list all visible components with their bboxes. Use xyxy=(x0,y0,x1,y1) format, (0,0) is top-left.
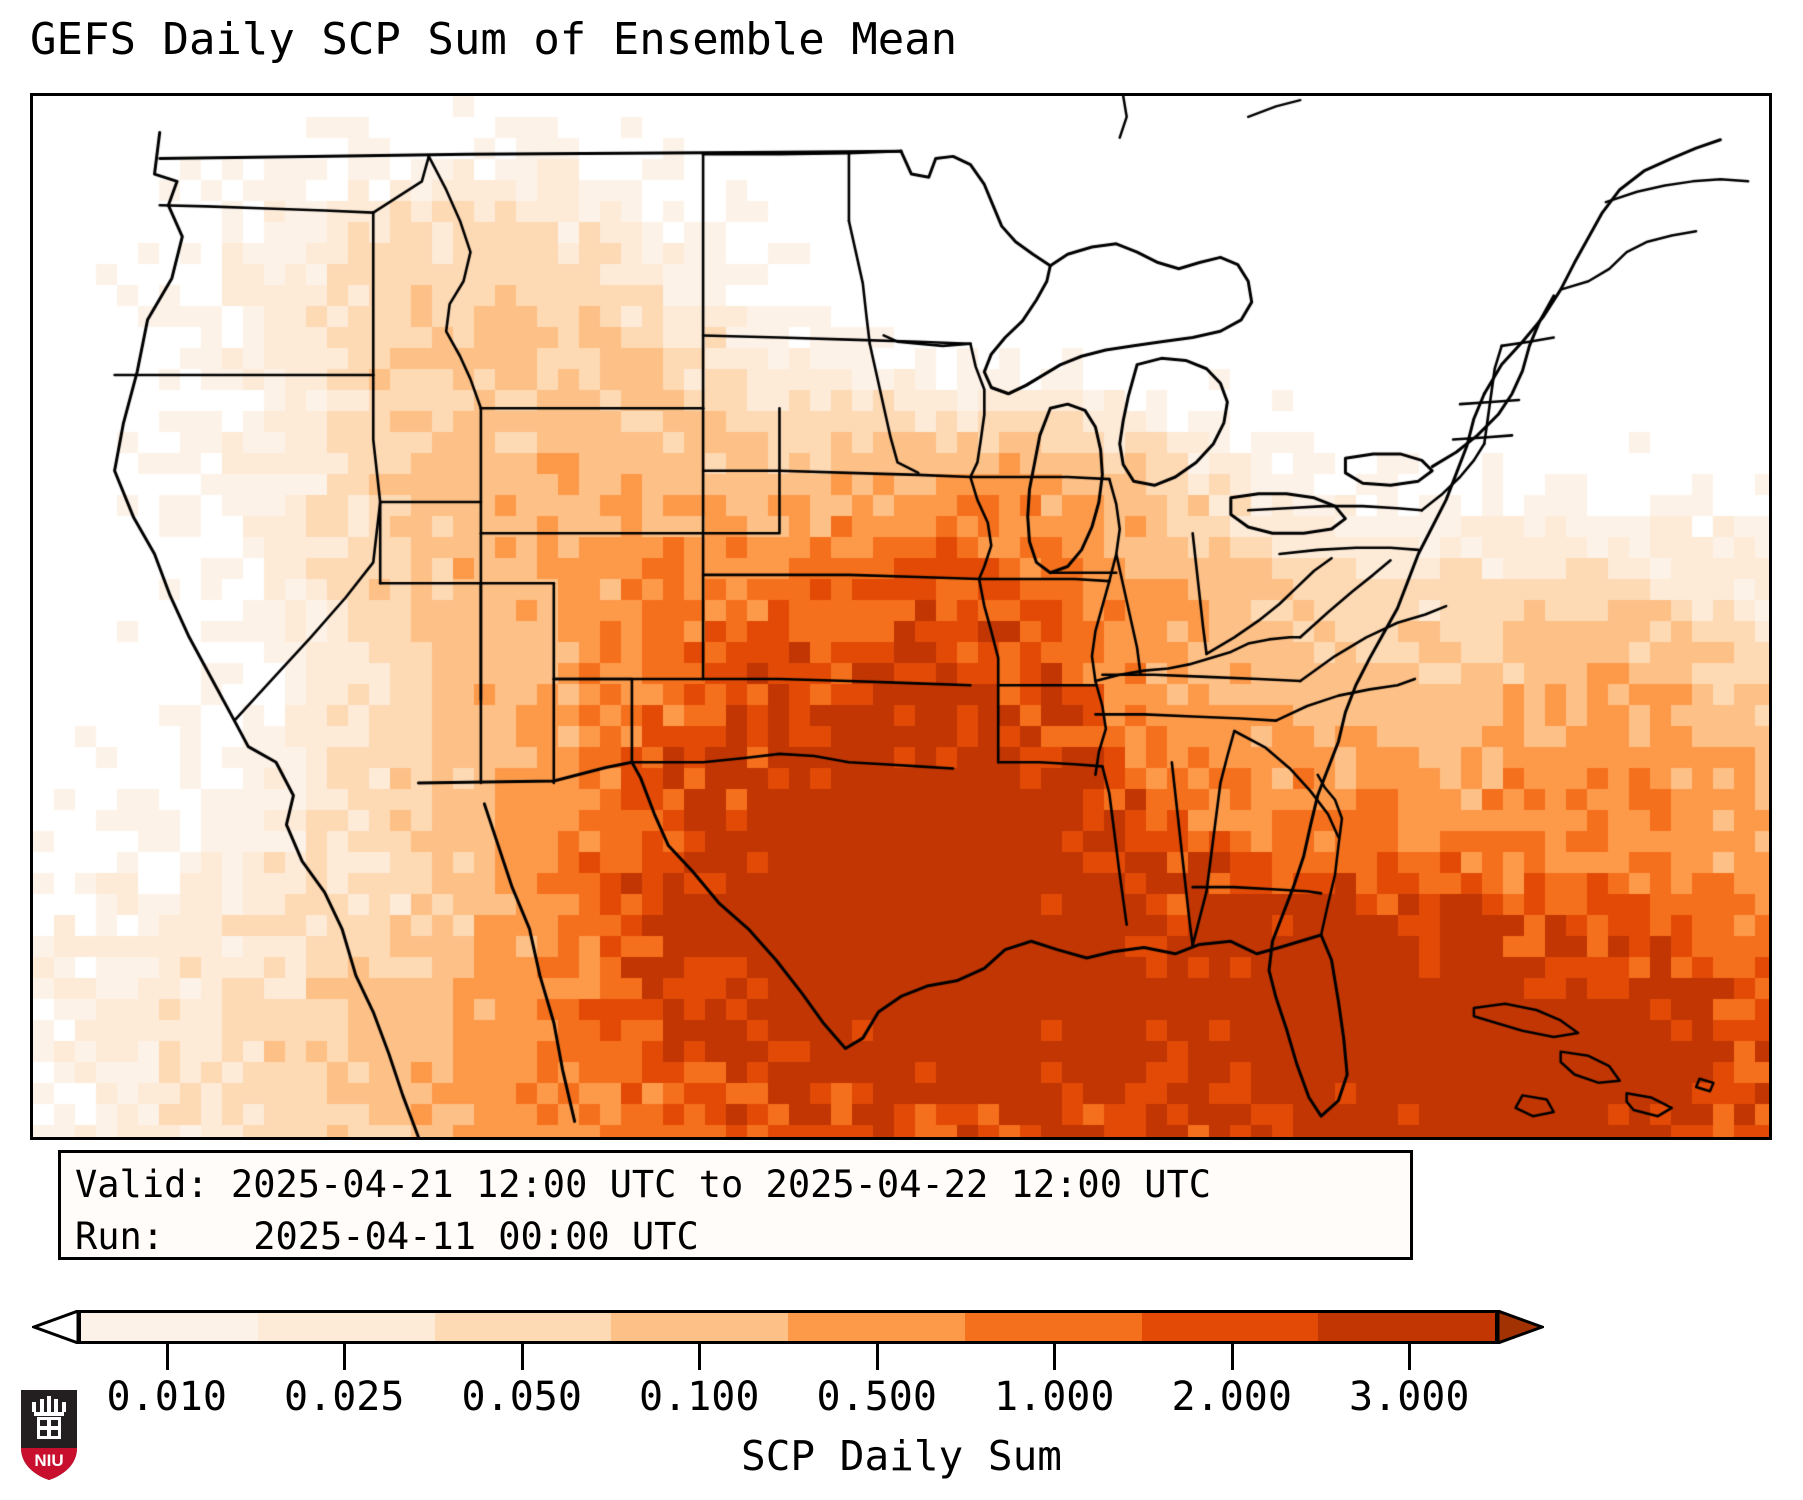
colorbar-segment-1 xyxy=(257,1313,435,1341)
colorbar-tick-5 xyxy=(1053,1344,1057,1370)
colorbar-tick-2 xyxy=(520,1344,524,1370)
colorbar-segment-5 xyxy=(964,1313,1142,1341)
colorbar-axis-label: SCP Daily Sum xyxy=(741,1432,1062,1480)
colorbar-segment-0 xyxy=(81,1313,258,1341)
colorbar-segment-6 xyxy=(1141,1313,1319,1341)
colorbar-extend-right-icon xyxy=(1498,1310,1544,1344)
colorbar-segment-4 xyxy=(788,1313,965,1341)
valid-time-text: Valid: 2025-04-21 12:00 UTC to 2025-04-2… xyxy=(75,1163,1212,1206)
colorbar-tick-7 xyxy=(1408,1344,1412,1370)
colorbar-tickmarks xyxy=(0,1344,1803,1374)
colorbar-ticklabel-2: 0.050 xyxy=(461,1374,582,1420)
colorbar-gradient xyxy=(78,1310,1498,1344)
map-panel xyxy=(30,93,1772,1140)
colorbar-ticklabels: 0.010 0.025 0.050 0.100 0.500 1.000 2.000 3.000 xyxy=(0,1374,1803,1434)
colorbar-segment-3 xyxy=(611,1313,788,1341)
colorbar-tick-1 xyxy=(343,1344,347,1370)
colorbar-tick-6 xyxy=(1230,1344,1234,1370)
colorbar-ticklabel-0: 0.010 xyxy=(106,1374,227,1420)
colorbar-ticklabel-4: 0.500 xyxy=(816,1374,937,1420)
colorbar xyxy=(30,1310,1772,1356)
colorbar-ticklabel-1: 0.025 xyxy=(284,1374,405,1420)
colorbar-ticklabel-3: 0.100 xyxy=(639,1374,760,1420)
run-time-text: Run: 2025-04-11 00:00 UTC xyxy=(75,1215,699,1258)
page-title: GEFS Daily SCP Sum of Ensemble Mean xyxy=(30,14,958,65)
scp-heatmap-canvas xyxy=(33,96,1769,1137)
colorbar-tick-3 xyxy=(698,1344,702,1370)
niu-logo: NIU xyxy=(21,1390,77,1480)
colorbar-segment-7 xyxy=(1318,1313,1495,1341)
colorbar-extend-left-icon xyxy=(32,1310,78,1344)
colorbar-ticklabel-7: 3.000 xyxy=(1349,1374,1470,1420)
niu-logo-text: NIU xyxy=(34,1451,63,1470)
forecast-info-box: Valid: 2025-04-21 12:00 UTC to 2025-04-2… xyxy=(58,1150,1413,1260)
colorbar-tick-0 xyxy=(165,1344,169,1370)
colorbar-ticklabel-5: 1.000 xyxy=(994,1374,1115,1420)
colorbar-ticklabel-6: 2.000 xyxy=(1171,1374,1292,1420)
colorbar-segment-2 xyxy=(434,1313,612,1341)
colorbar-tick-4 xyxy=(875,1344,879,1370)
